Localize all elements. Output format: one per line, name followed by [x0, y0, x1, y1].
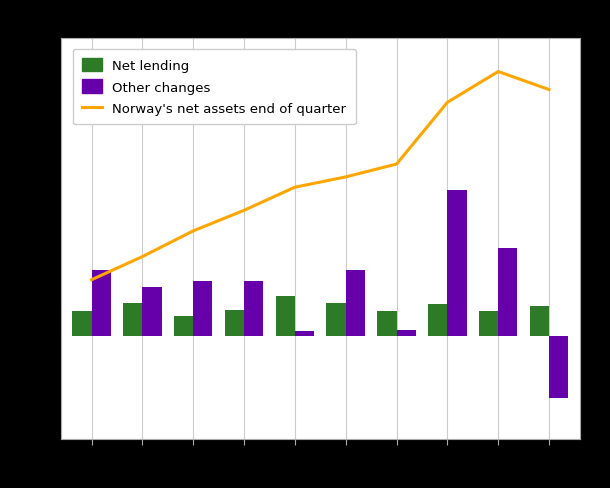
Bar — [498, 248, 517, 337]
Bar — [549, 337, 569, 398]
Bar — [92, 271, 111, 337]
Legend: Net lending, Other changes, Norway's net assets end of quarter: Net lending, Other changes, Norway's net… — [73, 50, 356, 125]
Bar — [326, 303, 346, 337]
Bar — [346, 271, 365, 337]
Bar — [295, 331, 314, 337]
Bar — [479, 311, 498, 337]
Bar — [142, 288, 162, 337]
Bar — [72, 311, 91, 337]
Bar — [224, 310, 244, 337]
Bar — [396, 330, 416, 337]
Bar — [123, 303, 142, 337]
Bar — [276, 297, 295, 337]
Bar — [193, 281, 212, 337]
Bar — [529, 307, 549, 337]
Bar — [174, 316, 193, 337]
Bar — [377, 311, 397, 337]
Bar — [244, 281, 264, 337]
Bar — [447, 190, 467, 337]
Bar — [428, 305, 447, 337]
